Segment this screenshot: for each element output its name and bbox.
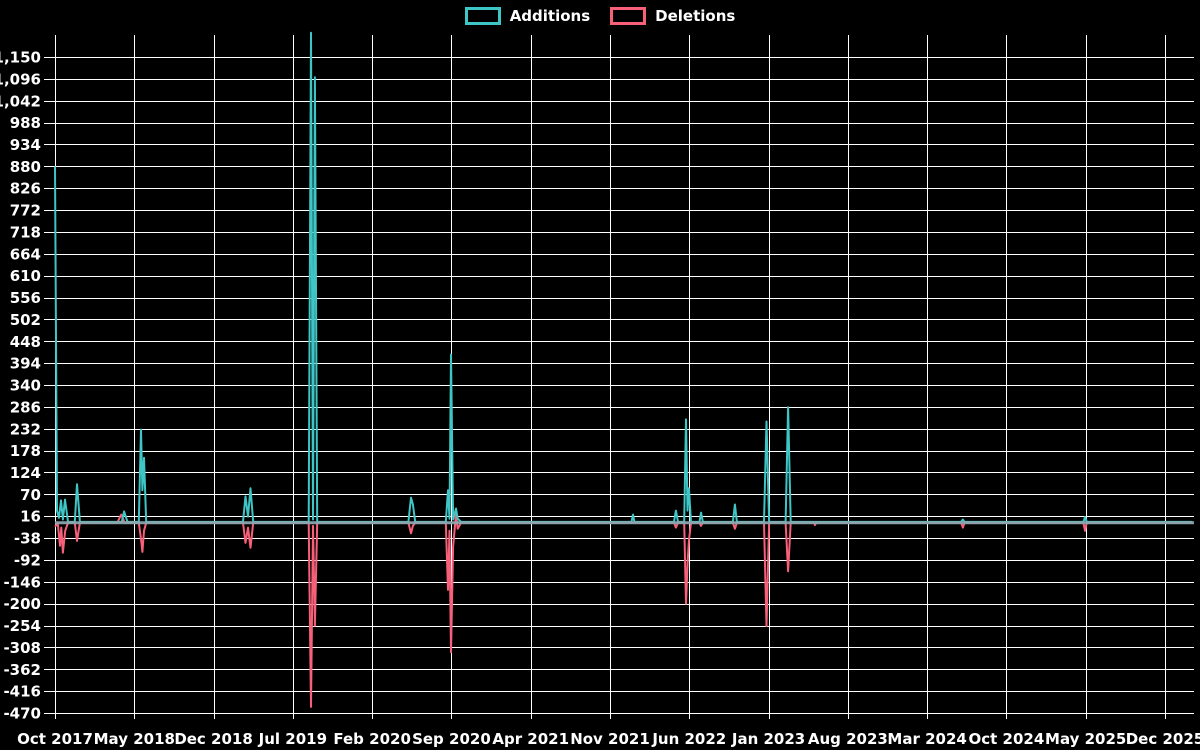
x-axis-tick-label: Apr 2021 — [492, 730, 569, 748]
legend-item-deletions[interactable]: Deletions — [610, 7, 735, 25]
additions-line — [54, 31, 1193, 523]
y-axis-tick-label: 988 — [10, 114, 41, 132]
y-axis-tick-label: -38 — [14, 530, 41, 548]
y-axis-tick-label: 1,042 — [0, 92, 41, 110]
y-axis-tick-label: -146 — [3, 573, 41, 591]
x-axis-tick-label: Aug 2023 — [808, 730, 888, 748]
x-axis-tick-label: Nov 2021 — [570, 730, 650, 748]
legend-item-additions[interactable]: Additions — [464, 6, 591, 25]
y-axis-tick-label: 178 — [10, 442, 41, 460]
x-axis-tick-label: Jan 2023 — [731, 730, 805, 748]
y-axis-tick-label: -200 — [3, 595, 41, 613]
x-axis-tick-label: Mar 2024 — [887, 730, 966, 748]
y-axis-tick-label: 502 — [10, 311, 41, 329]
y-axis-tick-label: 124 — [10, 464, 41, 482]
additions-swatch-icon — [464, 7, 501, 25]
y-axis-tick-label: 340 — [10, 377, 41, 395]
y-axis-tick-label: 826 — [10, 180, 41, 198]
y-axis-tick-label: 70 — [20, 486, 41, 504]
y-axis-tick-label: 286 — [10, 398, 41, 416]
y-axis-tick-label: 1,096 — [0, 70, 41, 88]
x-axis-tick-label: May 2025 — [1045, 730, 1126, 748]
y-axis-tick-label: -416 — [3, 683, 41, 701]
y-axis-tick-label: -92 — [14, 551, 41, 569]
x-axis-tick-label: May 2018 — [94, 730, 175, 748]
y-axis-tick-label: 1,150 — [0, 49, 41, 67]
x-axis-tick-label: Oct 2017 — [17, 730, 93, 748]
legend-label-deletions: Deletions — [655, 6, 736, 25]
chart-legend: Additions Deletions — [0, 7, 1200, 25]
y-axis-tick-label: 448 — [10, 333, 41, 351]
x-axis-tick-label: Dec 2025 — [1126, 730, 1200, 748]
y-axis-tick-label: -254 — [3, 617, 41, 635]
x-axis-tick-label: Oct 2024 — [969, 730, 1045, 748]
y-axis-tick-label: 556 — [10, 289, 41, 307]
y-axis-tick-label: 16 — [20, 508, 41, 526]
y-axis-tick-label: -362 — [3, 661, 41, 679]
legend-label-additions: Additions — [509, 6, 591, 25]
y-axis-tick-label: 610 — [10, 267, 41, 285]
x-axis-tick-label: Jul 2019 — [258, 730, 327, 748]
y-axis-tick-label: -308 — [3, 639, 41, 657]
x-axis-tick-label: Dec 2018 — [174, 730, 253, 748]
x-axis-tick-label: Sep 2020 — [412, 730, 491, 748]
y-axis-tick-label: 232 — [10, 420, 41, 438]
y-axis-tick-label: 664 — [10, 245, 41, 263]
y-axis-tick-label: 934 — [10, 136, 41, 154]
deletions-line — [54, 512, 1193, 708]
y-axis-tick-label: 772 — [10, 202, 41, 220]
x-axis-tick-label: Feb 2020 — [333, 730, 411, 748]
x-axis-tick-label: Jun 2022 — [651, 730, 726, 748]
y-axis-tick-label: 718 — [10, 223, 41, 241]
deletions-swatch-icon — [610, 7, 647, 25]
y-axis-tick-label: 880 — [10, 158, 41, 176]
y-axis-tick-label: -470 — [3, 705, 41, 723]
y-axis-tick-label: 394 — [10, 355, 41, 373]
